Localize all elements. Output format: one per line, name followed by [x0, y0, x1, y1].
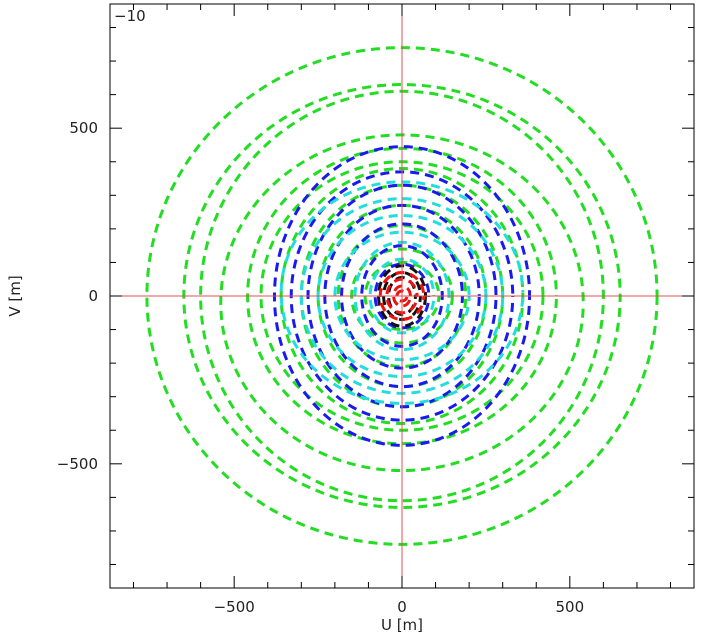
x-tick-labels: −500 0 500 — [214, 598, 585, 616]
y-tick-labels: −500 0 500 — [57, 119, 98, 473]
x-axis-label: U [m] — [381, 616, 423, 634]
x-tick-label: 0 — [397, 598, 407, 616]
y-tick-label: −500 — [57, 455, 98, 473]
x-tick-label: −500 — [214, 598, 255, 616]
y-tick-label: 0 — [88, 287, 98, 305]
corner-label: −10 — [114, 7, 146, 25]
y-axis-label: V [m] — [6, 275, 24, 316]
y-tick-label: 500 — [69, 119, 98, 137]
x-tick-label: 500 — [555, 598, 584, 616]
axis-ticks — [110, 4, 694, 588]
